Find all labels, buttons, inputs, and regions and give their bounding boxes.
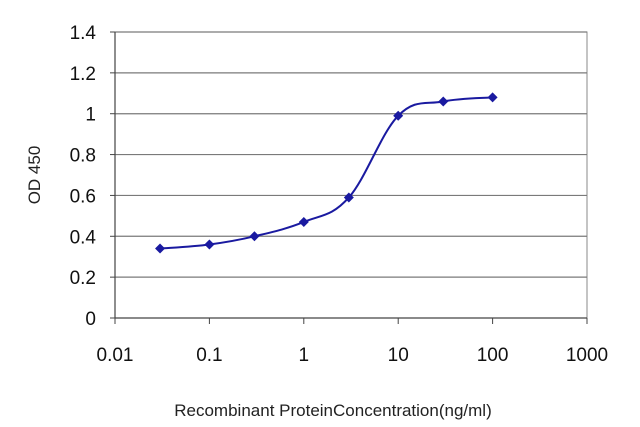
data-point-marker	[438, 96, 449, 107]
y-tick-label: 0.2	[70, 268, 96, 289]
y-tick-label: 0.4	[70, 227, 97, 248]
y-tick-label: 0	[85, 309, 96, 330]
data-point-marker	[204, 239, 215, 250]
plot-area	[114, 31, 588, 319]
data-point-marker	[343, 192, 354, 203]
x-tick-label: 1	[299, 345, 310, 366]
x-tick-label: 1000	[566, 345, 608, 366]
x-tick-label: 0.01	[97, 345, 134, 366]
x-axis-title: Recombinant ProteinConcentration(ng/ml)	[174, 401, 492, 420]
data-point-marker	[155, 243, 166, 254]
y-axis-title: OD 450	[25, 146, 44, 205]
y-tick-label: 1.2	[70, 64, 96, 85]
data-point-marker	[298, 216, 309, 227]
data-point-marker	[487, 92, 498, 103]
series-group	[155, 92, 498, 254]
y-tick-label: 0.6	[70, 186, 96, 207]
data-point-marker	[393, 110, 404, 121]
x-tick-labels: 0.01 0.1 1 10 100 1000	[97, 345, 609, 366]
data-point-marker	[249, 231, 260, 242]
x-tick-label: 10	[388, 345, 409, 366]
x-tick-label: 0.1	[196, 345, 222, 366]
y-tick-labels: 0 0.2 0.4 0.6 0.8 1 1.2 1.4	[70, 23, 97, 330]
y-tick-label: 1.4	[70, 23, 97, 44]
axes	[110, 31, 588, 324]
y-tick-label: 0.8	[70, 146, 96, 167]
y-tick-label: 1	[85, 105, 96, 126]
x-tick-label: 100	[477, 345, 509, 366]
series-line	[159, 96, 493, 250]
